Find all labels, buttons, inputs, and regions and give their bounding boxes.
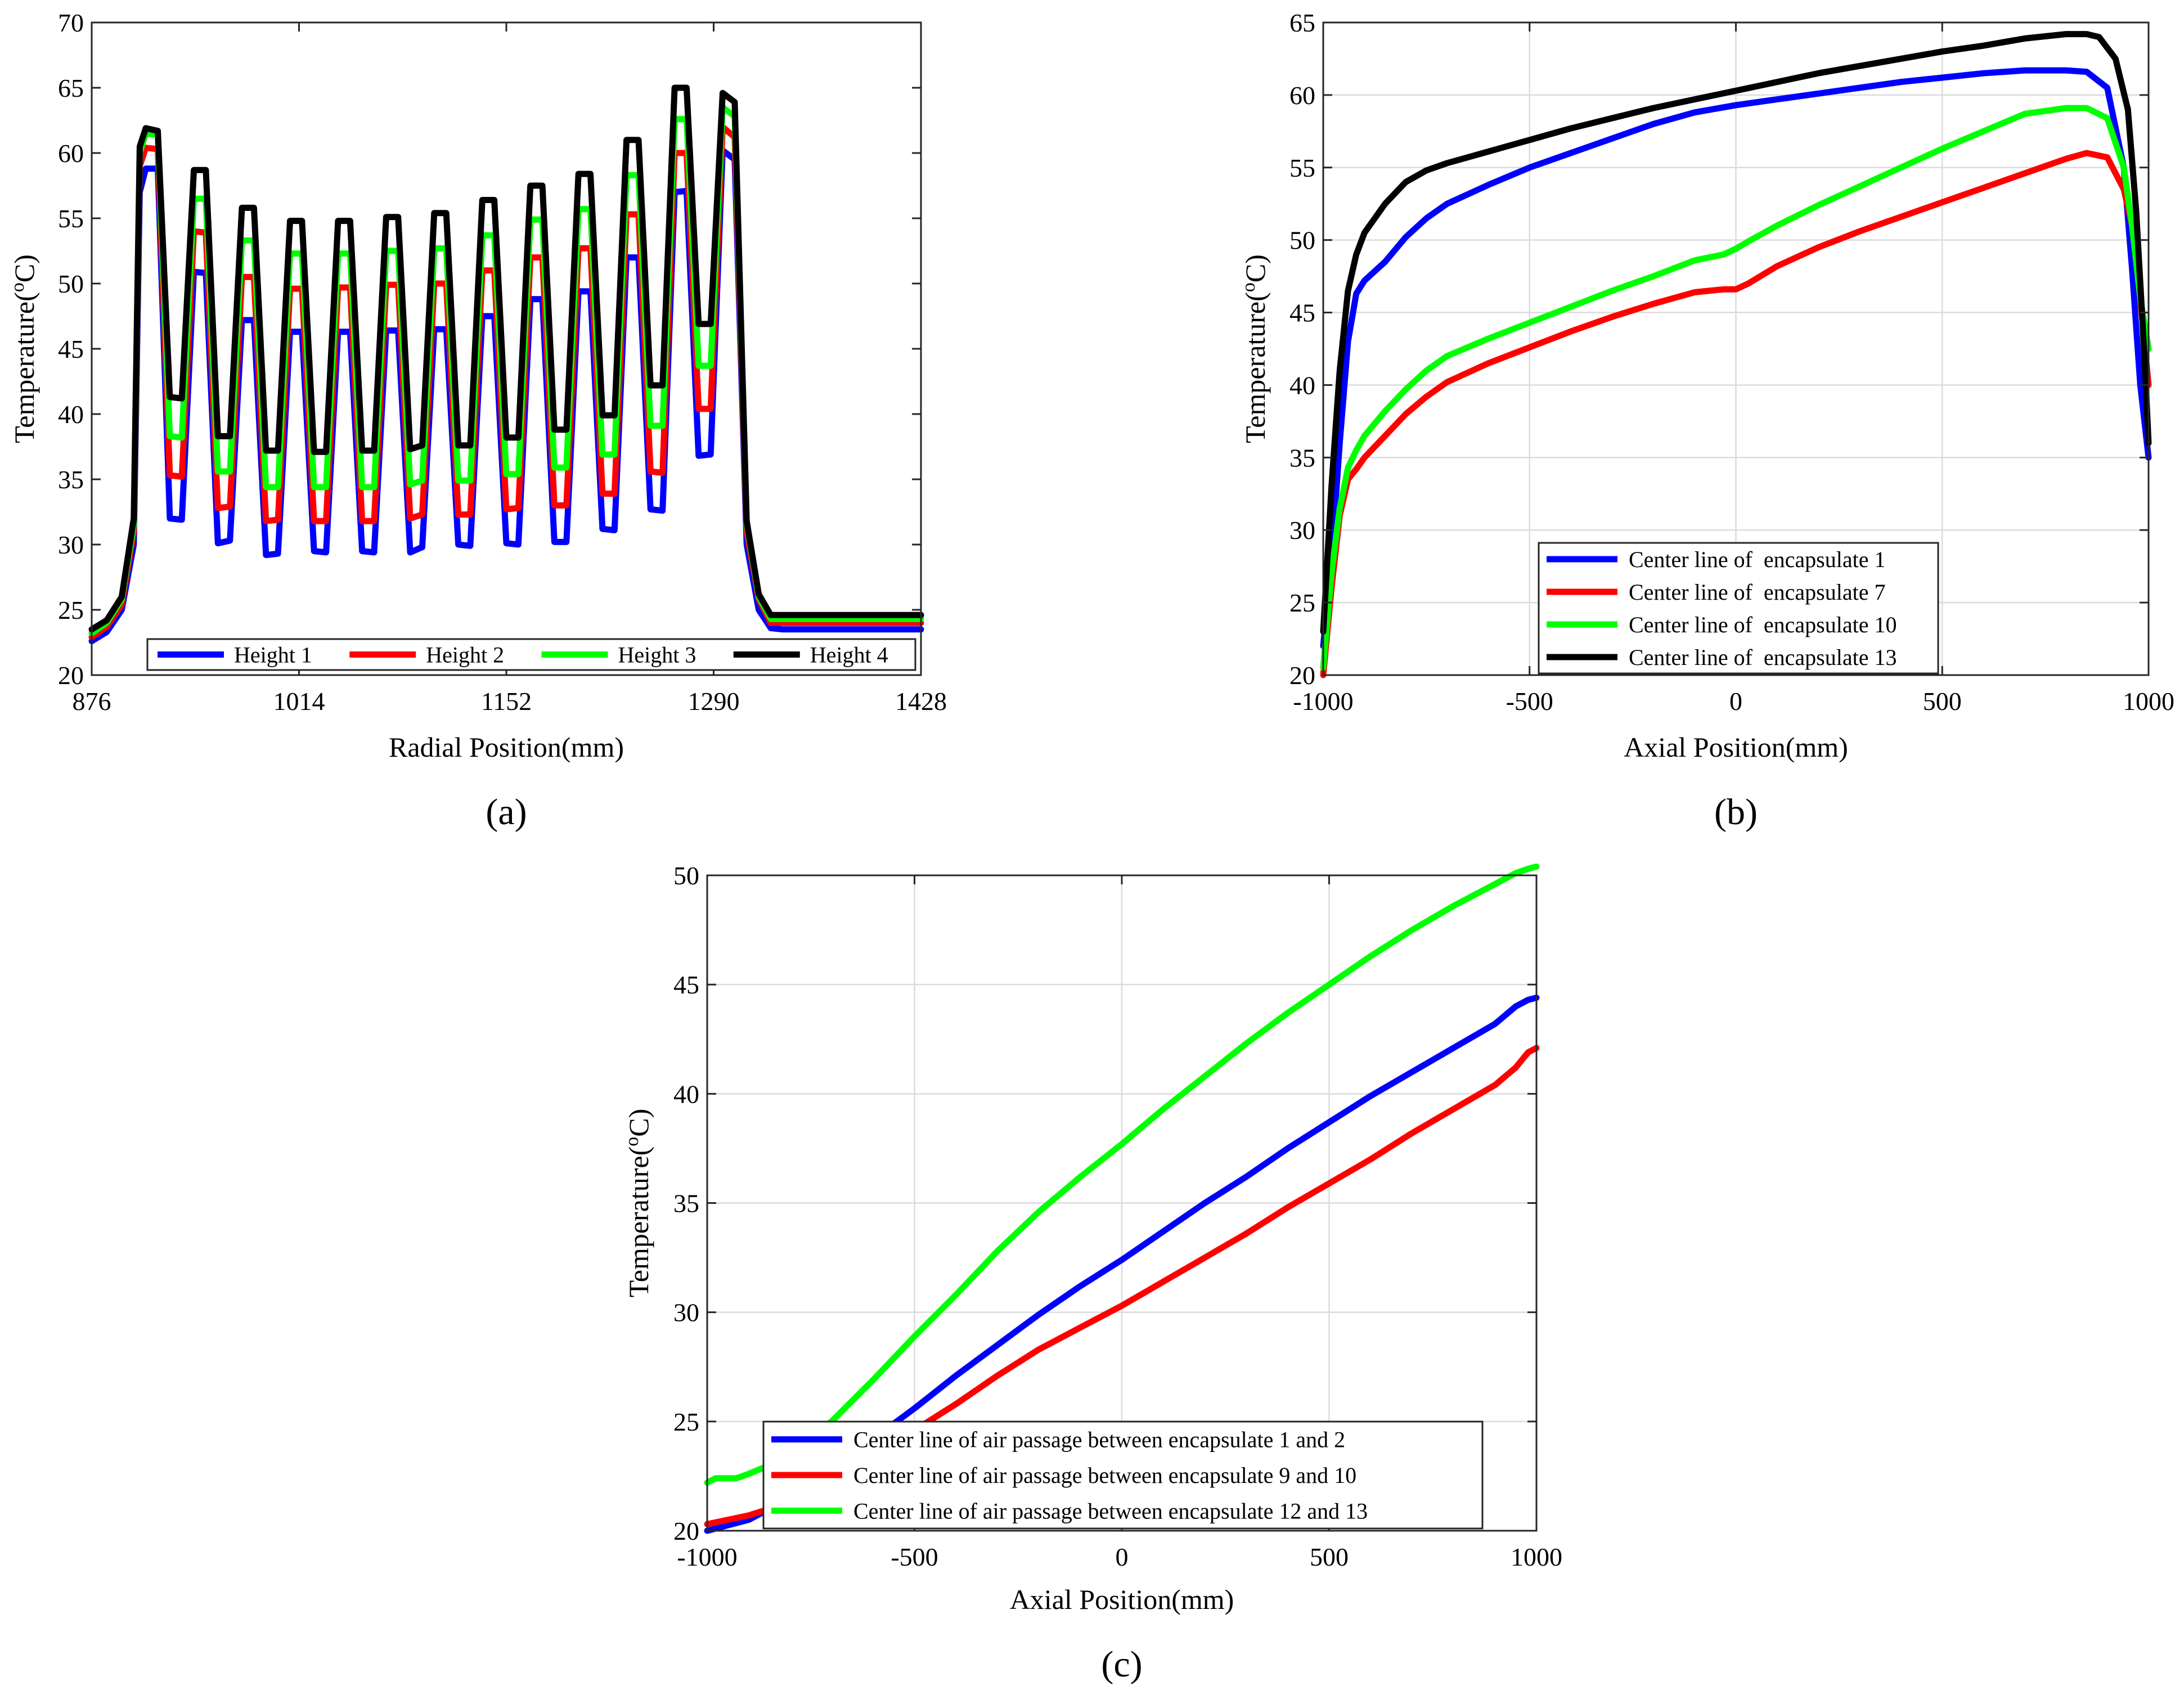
y-tick-label: 60 [1289, 81, 1315, 110]
x-tick-label: 876 [73, 687, 111, 716]
x-tick-label: 1000 [1511, 1543, 1562, 1571]
y-tick-label: 45 [1289, 299, 1315, 327]
y-tick-label: 50 [58, 269, 84, 298]
legend-label: Center line of encapsulate 10 [1629, 612, 1897, 637]
y-axis-label-base: Temperature( [1239, 292, 1271, 443]
y-axis-label-degree: o [7, 282, 28, 292]
x-axis-label: Radial Position(mm) [389, 731, 624, 763]
y-tick-label: 30 [1289, 516, 1315, 545]
y-axis-label-degree: o [622, 1137, 642, 1147]
legend-label: Center line of encapsulate 7 [1629, 579, 1885, 605]
x-tick-label: -500 [891, 1543, 938, 1571]
y-tick-label: 70 [58, 8, 84, 37]
series-line-b-3 [1320, 105, 2152, 671]
x-tick-label: 1000 [2123, 687, 2174, 716]
y-axis-label-degree: o [1238, 282, 1259, 292]
legend-label: Center line of air passage between encap… [853, 1463, 1356, 1488]
y-tick-label: 20 [1289, 661, 1315, 690]
y-tick-label: 30 [673, 1298, 699, 1327]
x-tick-label: 1428 [895, 687, 947, 716]
series-line-b-2 [1320, 150, 2152, 678]
y-tick-label: 30 [58, 530, 84, 559]
x-tick-label: 1290 [688, 687, 740, 716]
legend-label: Center line of air passage between encap… [853, 1427, 1345, 1453]
legend-label: Center line of encapsulate 1 [1629, 547, 1885, 572]
x-axis-label: Axial Position(mm) [1010, 1584, 1234, 1615]
y-tick-label: 25 [673, 1408, 699, 1436]
x-tick-label: -500 [1506, 687, 1553, 716]
y-tick-label: 65 [58, 74, 84, 102]
x-tick-label: 1014 [273, 687, 325, 716]
x-tick-label: 1152 [481, 687, 532, 716]
legend-label: Center line of air passage between encap… [853, 1498, 1368, 1523]
y-axis-label-unit: C) [623, 1109, 654, 1137]
series-line-a-3 [88, 104, 924, 637]
chart-panel-b: -1000 -500 0 500 1000 20 25 30 35 40 45 50 55 60 65 Axi… [1238, 8, 2174, 833]
series-line-b-4 [1320, 31, 2152, 635]
y-tick-label: 40 [1289, 371, 1315, 399]
y-axis-label-base: Temperature( [8, 292, 40, 443]
x-tick-label: 500 [1923, 687, 1962, 716]
legend-label: Height 1 [234, 642, 312, 668]
y-axis-label: Temperature(oC) [622, 1109, 654, 1298]
legend-label: Height 3 [618, 642, 696, 668]
y-tick-label: 25 [58, 596, 84, 624]
x-tick-label: -1000 [1293, 687, 1353, 716]
x-axis-label: Axial Position(mm) [1624, 731, 1848, 763]
y-tick-label: 45 [58, 335, 84, 363]
series-line-b-1 [1320, 67, 2152, 649]
legend: Center line of air passage between encap… [762, 1420, 1484, 1530]
x-tick-label: 0 [1729, 687, 1742, 716]
y-axis-label-unit: C) [8, 254, 40, 282]
y-tick-label: 40 [58, 400, 84, 429]
y-tick-label: 40 [673, 1080, 699, 1108]
legend-box [1538, 542, 1939, 675]
y-tick-label: 20 [58, 661, 84, 690]
chart-panel-c: -1000 -500 0 500 1000 20 25 30 35 40 45 50 Axial Pos… [622, 861, 1562, 1685]
y-tick-label: 55 [58, 204, 84, 233]
series-line-a-2 [88, 124, 924, 641]
y-tick-label: 20 [673, 1517, 699, 1545]
panel-label: (b) [1714, 792, 1758, 833]
y-tick-label: 60 [58, 139, 84, 168]
y-tick-label: 50 [1289, 226, 1315, 255]
y-axis-label: Temperature(oC) [1238, 254, 1271, 443]
series-line-a-4 [88, 84, 924, 633]
y-tick-label: 25 [1289, 588, 1315, 617]
legend-label: Height 4 [810, 642, 888, 668]
y-tick-label: 45 [673, 970, 699, 999]
chart-panel-a: 876 1014 1152 1290 1428 20 25 30 35 40 45 50 55 60 65 7… [7, 8, 947, 833]
panel-label: (a) [486, 792, 527, 833]
panel-label: (c) [1101, 1644, 1142, 1685]
y-tick-label: 50 [673, 861, 699, 890]
legend-box [762, 1420, 1484, 1530]
legend-label: Height 2 [426, 642, 504, 668]
y-tick-label: 35 [1289, 443, 1315, 472]
legend: Height 1 Height 2 Height 3 Height 4 [146, 638, 916, 671]
y-tick-label: 35 [673, 1189, 699, 1218]
y-tick-label: 55 [1289, 154, 1315, 182]
y-axis-label-unit: C) [1239, 254, 1271, 282]
y-tick-label: 65 [1289, 8, 1315, 37]
x-tick-label: 500 [1310, 1543, 1349, 1571]
legend: Center line of encapsulate 1 Center line … [1538, 542, 1939, 675]
series-line-a-1 [88, 147, 924, 645]
x-tick-label: 0 [1116, 1543, 1129, 1571]
y-tick-label: 35 [58, 465, 84, 494]
y-axis-label: Temperature(oC) [7, 254, 40, 443]
plot-area [92, 23, 921, 675]
x-tick-label: -1000 [677, 1543, 737, 1571]
legend-label: Center line of encapsulate 13 [1629, 645, 1897, 670]
y-axis-label-base: Temperature( [623, 1147, 654, 1298]
